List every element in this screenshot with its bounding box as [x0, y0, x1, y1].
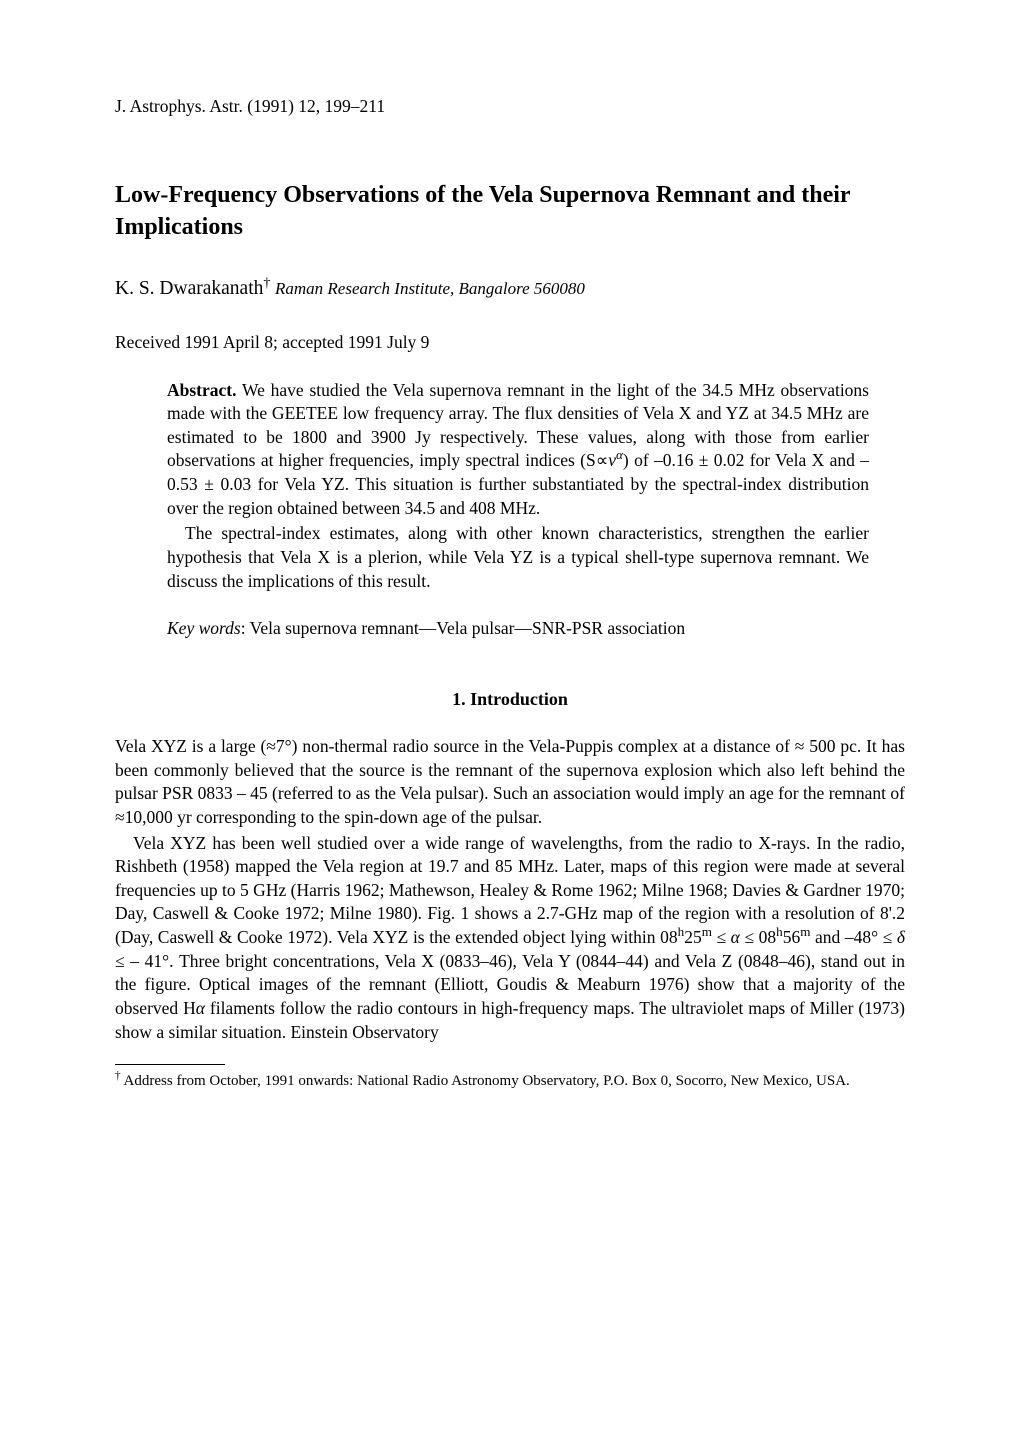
intro-para2: Vela XYZ has been well studied over a wi… — [115, 832, 905, 1045]
author-affiliation: Raman Research Institute, Bangalore 5600… — [275, 280, 585, 299]
footnote-text: † Address from October, 1991 onwards: Na… — [115, 1071, 905, 1091]
author-dagger: † — [263, 276, 270, 291]
keywords-label: Key words — [167, 618, 241, 638]
abstract-label: Abstract. — [167, 380, 237, 400]
abstract-para2: The spectral-index estimates, along with… — [167, 522, 869, 593]
footnote-divider — [115, 1064, 225, 1065]
author-name: K. S. Dwarakanath — [115, 279, 263, 300]
keywords-block: Key words: Vela supernova remnant—Vela p… — [167, 617, 869, 641]
abstract-para1: Abstract. We have studied the Vela super… — [167, 379, 869, 521]
received-line: Received 1991 April 8; accepted 1991 Jul… — [115, 331, 905, 355]
author-line: K. S. Dwarakanath† Raman Research Instit… — [115, 275, 905, 302]
intro-para1: Vela XYZ is a large (≈7°) non-thermal ra… — [115, 735, 905, 830]
abstract-text: We have studied the Vela supernova remna… — [167, 380, 869, 518]
journal-header: J. Astrophys. Astr. (1991) 12, 199–211 — [115, 95, 905, 119]
section-heading-intro: 1. Introduction — [115, 687, 905, 711]
journal-citation: J. Astrophys. Astr. (1991) 12, 199–211 — [115, 96, 385, 116]
abstract-block: Abstract. We have studied the Vela super… — [167, 379, 869, 594]
paper-title: Low-Frequency Observations of the Vela S… — [115, 179, 905, 244]
keywords-text: : Vela supernova remnant—Vela pulsar—SNR… — [241, 618, 685, 638]
